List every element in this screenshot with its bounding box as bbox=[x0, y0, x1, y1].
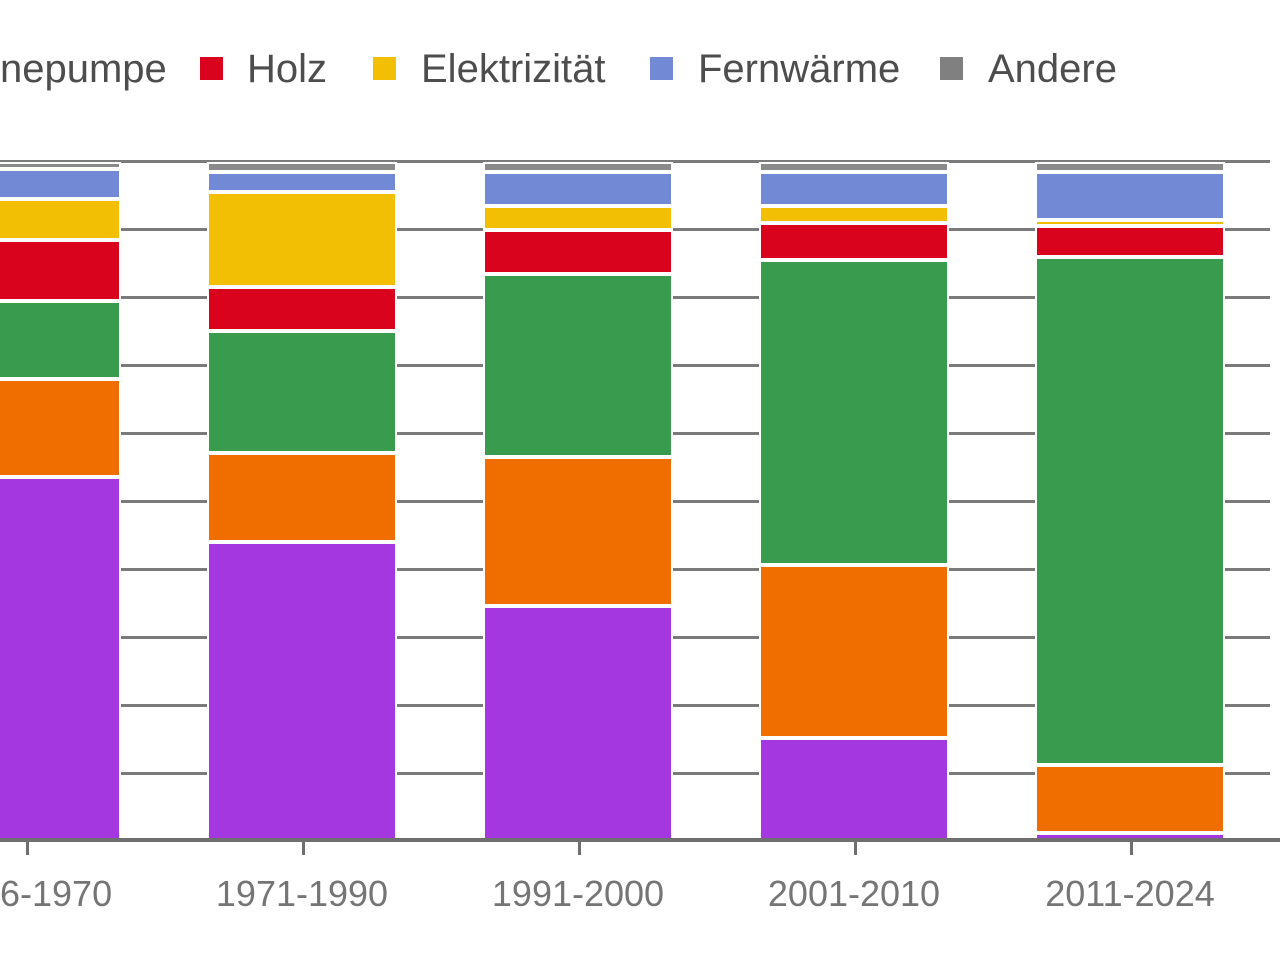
bar-column bbox=[0, 162, 121, 840]
bar-segment[interactable] bbox=[207, 287, 397, 332]
bar-segment[interactable] bbox=[483, 606, 673, 840]
legend-swatch bbox=[373, 57, 396, 80]
bar-segment[interactable] bbox=[0, 477, 121, 840]
bar-column bbox=[759, 162, 949, 840]
x-axis-label: 2001-2010 bbox=[767, 873, 941, 914]
bar-segment[interactable] bbox=[483, 273, 673, 457]
bar-segment[interactable] bbox=[759, 260, 949, 566]
bar-segment[interactable] bbox=[483, 456, 673, 607]
bar-segment[interactable] bbox=[759, 565, 949, 739]
legend-item-label: Holz bbox=[247, 47, 328, 91]
bar-segment[interactable] bbox=[483, 162, 673, 173]
bar-segment[interactable] bbox=[483, 229, 673, 274]
bar-segment[interactable] bbox=[0, 239, 121, 301]
x-axis-tick bbox=[578, 842, 581, 855]
bar-segment[interactable] bbox=[1035, 256, 1225, 766]
bar-segment[interactable] bbox=[207, 172, 397, 193]
legend-item-label: Elektrizität bbox=[421, 47, 606, 91]
legend-item-label: Fernwärme bbox=[698, 47, 901, 91]
x-axis-label: 2011-2024 bbox=[1045, 873, 1215, 914]
bar-segment[interactable] bbox=[1035, 226, 1225, 257]
y-gridline bbox=[0, 160, 1270, 163]
bar-segment[interactable] bbox=[1035, 219, 1225, 227]
x-axis-tick bbox=[1130, 842, 1133, 855]
x-axis-tick bbox=[854, 842, 857, 855]
legend-item-label: nepumpe bbox=[0, 47, 167, 91]
legend-swatch bbox=[200, 57, 223, 80]
bar-segment[interactable] bbox=[483, 206, 673, 230]
bar-segment[interactable] bbox=[0, 168, 121, 200]
bar-column bbox=[207, 162, 397, 840]
x-axis-tick bbox=[26, 842, 29, 855]
bar-segment[interactable] bbox=[0, 378, 121, 478]
bar-segment[interactable] bbox=[0, 199, 121, 240]
bar-segment[interactable] bbox=[483, 172, 673, 207]
bar-segment[interactable] bbox=[0, 162, 121, 169]
bar-segment[interactable] bbox=[1035, 765, 1225, 834]
bar-segment[interactable] bbox=[207, 331, 397, 454]
bar-segment[interactable] bbox=[759, 222, 949, 261]
bar-column bbox=[483, 162, 673, 840]
bar-column bbox=[1035, 162, 1225, 840]
x-axis-line bbox=[0, 838, 1280, 842]
bar-segment[interactable] bbox=[1035, 172, 1225, 220]
bar-segment[interactable] bbox=[759, 172, 949, 207]
legend-swatch bbox=[650, 57, 673, 80]
x-axis-label: 1991-2000 bbox=[491, 873, 665, 914]
x-axis-tick bbox=[302, 842, 305, 855]
bar-segment[interactable] bbox=[207, 541, 397, 840]
x-axis-label: 1971-1990 bbox=[215, 873, 389, 914]
bar-segment[interactable] bbox=[207, 192, 397, 288]
bar-segment[interactable] bbox=[1035, 162, 1225, 173]
bar-segment[interactable] bbox=[759, 738, 949, 840]
x-axis-label: 6-1970 bbox=[0, 873, 113, 914]
legend-swatch bbox=[940, 57, 963, 80]
bar-segment[interactable] bbox=[207, 453, 397, 542]
bar-segment[interactable] bbox=[207, 162, 397, 173]
bar-segment[interactable] bbox=[0, 300, 121, 379]
legend-item-label: Andere bbox=[988, 47, 1117, 91]
bar-segment[interactable] bbox=[759, 206, 949, 223]
bar-segment[interactable] bbox=[759, 162, 949, 173]
bar-segment[interactable] bbox=[1035, 833, 1225, 840]
